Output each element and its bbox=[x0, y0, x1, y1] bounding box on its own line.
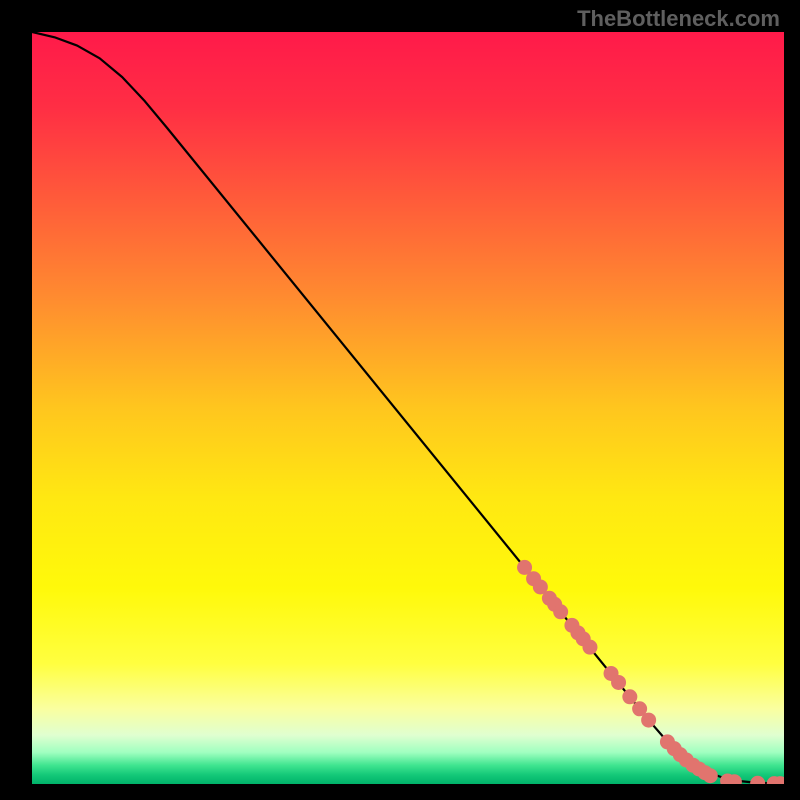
plot-area bbox=[32, 32, 784, 784]
gradient-background bbox=[32, 32, 784, 784]
data-point bbox=[611, 675, 626, 690]
attribution-text: TheBottleneck.com bbox=[577, 6, 780, 32]
data-point bbox=[622, 689, 637, 704]
data-point bbox=[582, 640, 597, 655]
data-point bbox=[703, 768, 718, 783]
data-point bbox=[641, 713, 656, 728]
data-point bbox=[553, 604, 568, 619]
chart-container: TheBottleneck.com bbox=[0, 0, 800, 800]
